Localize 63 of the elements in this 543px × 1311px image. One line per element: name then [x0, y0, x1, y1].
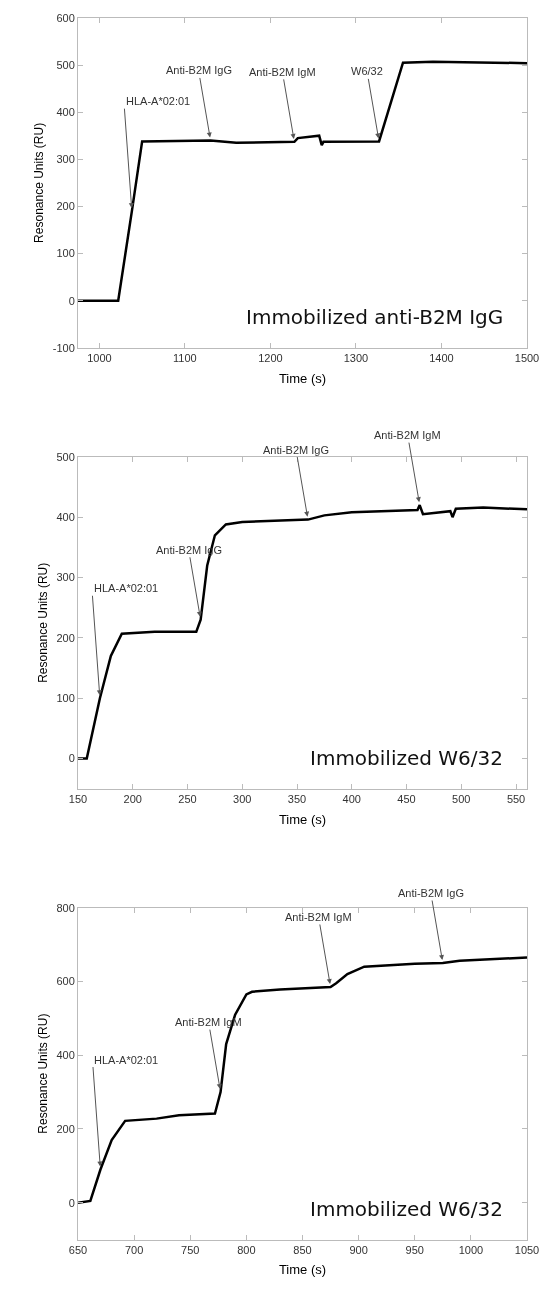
x-tick-label: 1000 — [87, 352, 112, 365]
x-tick-label: 400 — [342, 792, 361, 805]
x-tick-label: 550 — [506, 792, 526, 805]
x-tick-label: 250 — [178, 792, 197, 805]
y-tick-label: 100 — [56, 247, 75, 260]
y-axis-title: Resonance Units (RU) — [32, 122, 47, 243]
x-tick-label: 1300 — [343, 352, 369, 365]
x-tick-label: 1100 — [173, 352, 197, 365]
x-tick-label: 750 — [181, 1243, 200, 1256]
x-tick-label: 800 — [237, 1243, 256, 1256]
y-tick-label: 400 — [56, 1049, 75, 1062]
x-tick-label: 850 — [293, 1243, 312, 1256]
y-tick-label: 600 — [56, 11, 75, 24]
x-tick-label: 350 — [287, 792, 307, 805]
text: Immobilized W6/32 — [310, 1197, 504, 1221]
y-tick-label: 500 — [56, 450, 75, 463]
x-tick-label: 950 — [405, 1243, 424, 1256]
annotation: Anti-B2M IgM — [249, 66, 316, 78]
y-tick-label: 300 — [56, 571, 75, 584]
y-tick-label: 500 — [56, 58, 75, 71]
y-tick-label: 600 — [56, 975, 75, 988]
x-tick-label: 1050 — [514, 1243, 540, 1256]
line-series — [78, 60, 527, 302]
annotation: Anti-B2M IgG — [263, 444, 330, 456]
y-tick-label: 400 — [56, 511, 75, 524]
x-tick-label: 1000 — [458, 1243, 484, 1256]
annotation: HLA-A*02:01 — [94, 582, 159, 594]
y-tick-label: 0 — [68, 1196, 75, 1209]
x-axis-title: Time (s) — [278, 370, 327, 386]
y-tick-label: 0 — [68, 752, 75, 765]
x-tick-label: 300 — [233, 792, 252, 805]
y-tick-label: 100 — [56, 692, 75, 705]
x-tick-label: 450 — [397, 792, 416, 805]
x-tick-label: 1400 — [429, 352, 454, 365]
y-axis-title: Resonance Units (RU) — [35, 562, 50, 683]
y-axis-title: Resonance Units (RU) — [35, 1013, 50, 1134]
y-tick-label: 400 — [56, 106, 75, 119]
y-tick-label: -100 — [52, 341, 75, 354]
text: Immobilized W6/32 — [310, 746, 504, 770]
y-tick-label: 200 — [56, 631, 75, 644]
x-tick-label: 500 — [452, 792, 471, 805]
y-tick-label: 200 — [56, 1122, 75, 1135]
annotation: HLA-A*02:01 — [94, 1054, 159, 1066]
x-tick-label: 900 — [349, 1243, 368, 1256]
x-tick-label: 650 — [68, 1243, 88, 1256]
x-tick-label: 150 — [68, 792, 88, 805]
text: Immobilized anti-B2M IgG — [246, 305, 504, 329]
annotation: W6/32 — [351, 65, 383, 77]
x-axis-title: Time (s) — [278, 1262, 327, 1278]
annotation: Anti-B2M IgG — [166, 64, 233, 76]
y-tick-label: 0 — [68, 294, 75, 307]
annotation: Anti-B2M IgM — [285, 911, 352, 923]
annotation: Anti-B2M IgM — [374, 429, 441, 441]
y-tick-label: 300 — [56, 153, 75, 166]
x-tick-label: 200 — [123, 792, 142, 805]
x-tick-label: 1500 — [514, 352, 540, 365]
y-tick-label: 200 — [56, 200, 75, 213]
y-tick-label: 800 — [56, 901, 75, 914]
x-axis-title: Time (s) — [278, 811, 327, 827]
x-tick-label: 700 — [124, 1243, 144, 1256]
x-tick-label: 1200 — [258, 352, 283, 365]
annotation: Anti-B2M IgG — [398, 887, 465, 899]
annotation: HLA-A*02:01 — [126, 95, 191, 107]
